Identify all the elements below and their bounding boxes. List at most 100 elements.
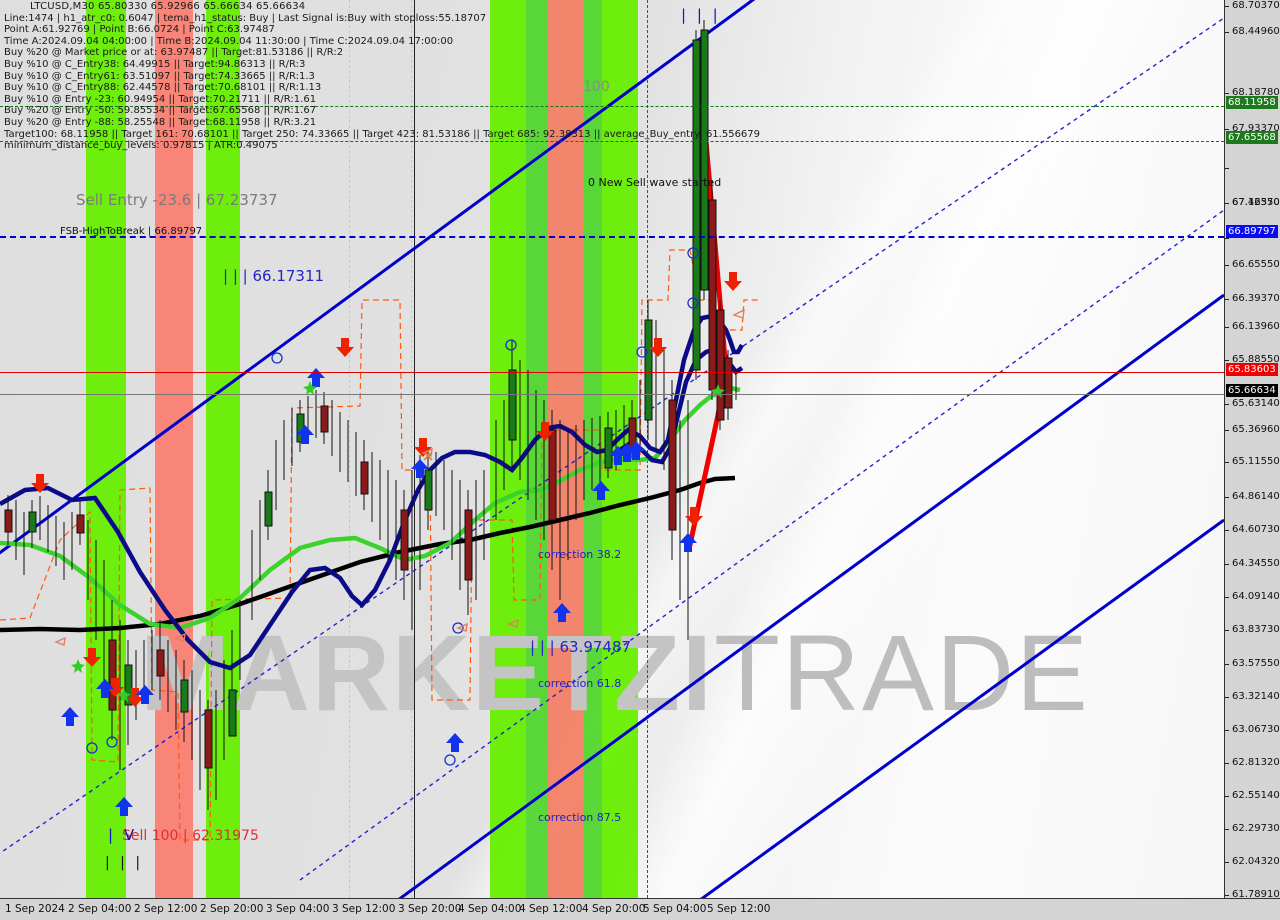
- price-tick-mark: [1225, 404, 1229, 405]
- price-tick-mark: [1225, 763, 1229, 764]
- price-tick-label: 62.29730: [1232, 823, 1280, 834]
- sell-arrow-markers: [31, 272, 742, 707]
- info-line-6: Buy %10 @ C_Entry88: 62.44578 || Target:…: [4, 82, 322, 94]
- fractal-indicator: [0, 249, 760, 841]
- time-tick-label: 3 Sep 12:00: [332, 903, 396, 915]
- watermark-thin: TRADE: [713, 612, 1090, 733]
- price-tick-label: 65.36960: [1232, 424, 1280, 435]
- level-63-97487: | | | 63.97487: [530, 638, 632, 656]
- time-tick-label: 4 Sep 12:00: [519, 903, 583, 915]
- price-tick-mark: [1225, 497, 1229, 498]
- time-axis[interactable]: 1 Sep 2024 2 Sep 04:00 2 Sep 12:00 2 Sep 20…: [0, 898, 1280, 920]
- price-tick-mark: [1225, 129, 1229, 130]
- sell-100-label: Sell 100 | 62.31975: [122, 828, 259, 844]
- time-tick-label: 2 Sep 04:00: [68, 903, 132, 915]
- level-66-17311: | | | 66.17311: [223, 267, 325, 285]
- price-tick-mark: [1225, 462, 1229, 463]
- price-tick-mark: [1225, 6, 1229, 7]
- info-line-2: Time A:2024.09.04 04:00:00 | Time B:2024…: [4, 35, 454, 47]
- x-markers: [423, 451, 433, 461]
- target-100-price-tag[interactable]: 68.11958: [1226, 96, 1278, 109]
- flag-markers: [54, 308, 745, 646]
- chart-info-panel: LTCUSD,M30 65.80330 65.92966 65.66634 65…: [4, 1, 760, 152]
- price-tick-mark: [1225, 327, 1229, 328]
- info-line-0: Line:1474 | h1_atr_c0: 0.6047 | tema_h1_…: [4, 12, 487, 24]
- buy-arrow-markers: [61, 368, 697, 816]
- price-tick-mark: [1225, 697, 1229, 698]
- hline-close-gray: [0, 394, 1224, 395]
- price-tick-label: 62.04320: [1232, 856, 1280, 867]
- tick-marks-bottom: | | |: [105, 855, 144, 871]
- price-tick-label: 66.65550: [1232, 259, 1280, 270]
- fsb-high-to-break: FSB-HighToBreak | 66.89797: [60, 226, 203, 237]
- correction-87-5: correction 87.5: [538, 811, 622, 824]
- info-line-3: Buy %20 @ Market price or at: 63.97487 |…: [4, 47, 344, 59]
- time-tick-label: 5 Sep 04:00: [643, 903, 707, 915]
- price-tick-label: 68.18780: [1232, 87, 1280, 98]
- price-tick-mark: [1225, 730, 1229, 731]
- time-tick-label: 1 Sep 2024: [5, 903, 65, 915]
- price-tick-mark: [1225, 203, 1229, 204]
- price-tick-mark: [1225, 168, 1229, 169]
- price-tick-label: 65.88550: [1232, 354, 1280, 365]
- time-tick-label: 3 Sep 04:00: [266, 903, 330, 915]
- sell-entry-label: Sell Entry -23.6 | 67.23737: [76, 191, 278, 209]
- symbol-ohlc-line: LTCUSD,M30 65.80330 65.92966 65.66634 65…: [30, 1, 306, 12]
- price-tick-label: 67.16370: [1232, 197, 1280, 208]
- price-tick-label: 62.55140: [1232, 790, 1280, 801]
- hline-bid-red: [0, 372, 1224, 373]
- tick-marks-top: | | |: [681, 6, 721, 24]
- correction-38-2: correction 38.2: [538, 548, 622, 561]
- price-tick-label: 67.93370: [1232, 123, 1280, 134]
- info-line-7: Buy %10 @ Entry -23: 60.94954 || Target:…: [4, 93, 317, 105]
- target-67-price-tag[interactable]: 67.65568: [1226, 131, 1278, 144]
- correction-61-8: correction 61.8: [538, 677, 622, 690]
- target-100-label: 100: [583, 79, 610, 95]
- price-tick-label: 64.09140: [1232, 591, 1280, 602]
- price-tick-label: 63.57550: [1232, 658, 1280, 669]
- price-tick-mark: [1225, 597, 1229, 598]
- ma-blue-line-2: [618, 346, 744, 465]
- ma-green-line: [0, 385, 741, 631]
- strategy-info-lines: Line:1474 | h1_atr_c0: 0.6047 | tema_h1_…: [4, 12, 760, 152]
- price-tick-mark: [1225, 564, 1229, 565]
- price-axis[interactable]: 68.70370 68.44960 68.18780 67.93370 67.42550…: [1224, 0, 1280, 900]
- info-line-1: Point A:61.92769 | Point B:66.0724 | Poi…: [4, 24, 275, 36]
- time-tick-label: 4 Sep 20:00: [582, 903, 646, 915]
- current-bid-price-tag[interactable]: 65.83603: [1226, 363, 1278, 376]
- hline-target-67-green: [0, 141, 1224, 142]
- price-tick-label: 64.60730: [1232, 524, 1280, 535]
- price-tick-mark: [1225, 664, 1229, 665]
- last-close-price-tag[interactable]: 65.66634: [1226, 384, 1278, 397]
- info-line-9: Buy %20 @ Entry -88: 58.25548 || Target:…: [4, 116, 317, 128]
- broker-watermark: MARKETZITRADE: [140, 610, 1090, 735]
- price-tick-label: 66.13960: [1232, 321, 1280, 332]
- price-tick-mark: [1225, 265, 1229, 266]
- price-tick-label: 61.78910: [1232, 889, 1280, 900]
- fsb-break-price-tag[interactable]: 66.89797: [1226, 225, 1278, 238]
- price-tick-label: 64.86140: [1232, 491, 1280, 502]
- price-tick-label: 63.83730: [1232, 624, 1280, 635]
- info-line-11: minimum_distance_buy_levels: 0.97815 | A…: [4, 140, 278, 152]
- price-tick-label: 64.34550: [1232, 558, 1280, 569]
- price-tick-mark: [1225, 430, 1229, 431]
- ma-black-line: [0, 475, 736, 633]
- price-tick-label: 65.11550: [1232, 456, 1280, 467]
- price-tick-label: 63.32140: [1232, 691, 1280, 702]
- hline-target-100-green: [0, 106, 1224, 107]
- info-line-8: Buy %20 @ Entry -50: 59.85534 || Target:…: [4, 105, 317, 117]
- price-tick-mark: [1225, 360, 1229, 361]
- info-line-5: Buy %10 @ C_Entry61: 63.51097 || Target:…: [4, 70, 315, 82]
- price-tick-label: 68.44960: [1232, 26, 1280, 37]
- price-tick-mark: [1225, 299, 1229, 300]
- price-tick-mark: [1225, 32, 1229, 33]
- price-tick-label: 67.42550: [1232, 197, 1280, 208]
- price-tick-label: 68.70370: [1232, 0, 1280, 11]
- new-sell-wave: 0 New Sell wave started: [588, 176, 722, 189]
- price-tick-mark: [1225, 238, 1229, 239]
- hline-fsb-blue: [0, 236, 1224, 238]
- price-tick-label: 66.39370: [1232, 293, 1280, 304]
- price-tick-mark: [1225, 862, 1229, 863]
- time-tick-label: 2 Sep 20:00: [200, 903, 264, 915]
